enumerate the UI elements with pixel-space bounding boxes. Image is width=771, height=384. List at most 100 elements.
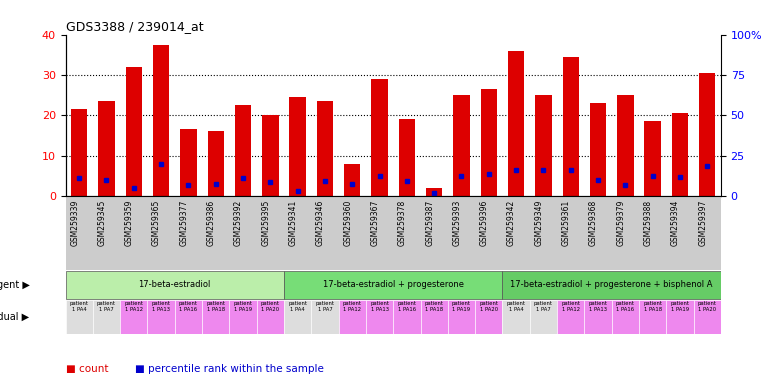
Text: GSM259339: GSM259339 [70,200,79,246]
Text: GSM259379: GSM259379 [616,200,625,246]
Bar [508,51,524,196]
Bar [235,105,251,196]
Bar [66,196,721,270]
Bar [344,164,360,196]
Bar [153,45,170,196]
Text: patient
1 PA4: patient 1 PA4 [288,301,307,312]
Text: GSM259360: GSM259360 [343,200,352,246]
Bar [611,300,639,334]
Text: patient
1 PA16: patient 1 PA16 [179,301,198,312]
Text: patient
1 PA19: patient 1 PA19 [452,301,471,312]
Text: patient
1 PA12: patient 1 PA12 [124,301,143,312]
Bar [317,101,333,196]
Text: individual ▶: individual ▶ [0,312,29,322]
Text: patient
1 PA19: patient 1 PA19 [234,301,253,312]
Text: GSM259361: GSM259361 [562,200,571,246]
Text: patient
1 PA4: patient 1 PA4 [507,301,526,312]
Text: GSM259397: GSM259397 [699,200,707,246]
Text: patient
1 PA13: patient 1 PA13 [588,301,608,312]
Bar [93,300,120,334]
Bar [66,271,284,299]
Text: patient
1 PA4: patient 1 PA4 [69,301,89,312]
Bar [699,73,715,196]
Text: patient
1 PA16: patient 1 PA16 [616,301,635,312]
Bar [180,129,197,196]
Bar [672,113,689,196]
Text: GSM259387: GSM259387 [425,200,434,246]
Bar [503,271,721,299]
Text: patient
1 PA7: patient 1 PA7 [534,301,553,312]
Text: ■ percentile rank within the sample: ■ percentile rank within the sample [135,364,324,374]
Text: GSM259393: GSM259393 [453,200,462,246]
Bar [503,300,530,334]
Text: GDS3388 / 239014_at: GDS3388 / 239014_at [66,20,204,33]
Bar [147,300,175,334]
Bar [639,300,666,334]
Bar [694,300,721,334]
Text: patient
1 PA13: patient 1 PA13 [370,301,389,312]
Bar [420,300,448,334]
Bar [284,271,503,299]
Bar [230,300,257,334]
Bar [284,300,311,334]
Bar [257,300,284,334]
Bar [530,300,557,334]
Bar [590,103,606,196]
Text: GSM259395: GSM259395 [261,200,271,246]
Bar [99,101,115,196]
Text: GSM259346: GSM259346 [316,200,325,246]
Text: patient
1 PA18: patient 1 PA18 [425,301,443,312]
Text: 17-beta-estradiol + progesterone + bisphenol A: 17-beta-estradiol + progesterone + bisph… [510,280,713,290]
Text: patient
1 PA13: patient 1 PA13 [152,301,170,312]
Text: GSM259386: GSM259386 [207,200,216,246]
Bar [645,121,661,196]
Bar [480,89,497,196]
Bar [617,95,634,196]
Text: GSM259359: GSM259359 [125,200,134,246]
Text: GSM259396: GSM259396 [480,200,489,246]
Text: patient
1 PA18: patient 1 PA18 [643,301,662,312]
Bar [453,95,470,196]
Text: patient
1 PA16: patient 1 PA16 [397,301,416,312]
Text: GSM259377: GSM259377 [180,200,188,246]
Bar [557,300,584,334]
Bar [399,119,415,196]
Bar [563,57,579,196]
Bar [475,300,503,334]
Bar [71,109,87,196]
Text: 17-beta-estradiol + progesterone: 17-beta-estradiol + progesterone [323,280,463,290]
Text: patient
1 PA7: patient 1 PA7 [315,301,335,312]
Text: GSM259341: GSM259341 [288,200,298,246]
Text: GSM259345: GSM259345 [97,200,106,246]
Bar [448,300,475,334]
Text: GSM259394: GSM259394 [671,200,680,246]
Text: GSM259388: GSM259388 [644,200,652,246]
Text: ■ count: ■ count [66,364,108,374]
Bar [584,300,611,334]
Text: patient
1 PA18: patient 1 PA18 [206,301,225,312]
Bar [262,115,278,196]
Text: patient
1 PA20: patient 1 PA20 [261,301,280,312]
Bar [66,300,93,334]
Text: patient
1 PA12: patient 1 PA12 [561,301,581,312]
Bar [120,300,147,334]
Bar [393,300,420,334]
Text: GSM259342: GSM259342 [507,200,516,246]
Text: patient
1 PA7: patient 1 PA7 [97,301,116,312]
Bar [372,79,388,196]
Text: GSM259368: GSM259368 [589,200,598,246]
Bar [366,300,393,334]
Bar [338,300,366,334]
Bar [666,300,694,334]
Bar [535,95,551,196]
Bar [207,131,224,196]
Text: GSM259378: GSM259378 [398,200,407,246]
Text: agent ▶: agent ▶ [0,280,29,290]
Bar [426,188,443,196]
Text: patient
1 PA20: patient 1 PA20 [698,301,717,312]
Text: GSM259367: GSM259367 [371,200,379,246]
Text: 17-beta-estradiol: 17-beta-estradiol [139,280,211,290]
Bar [311,300,338,334]
Text: patient
1 PA19: patient 1 PA19 [671,301,689,312]
Bar [289,97,306,196]
